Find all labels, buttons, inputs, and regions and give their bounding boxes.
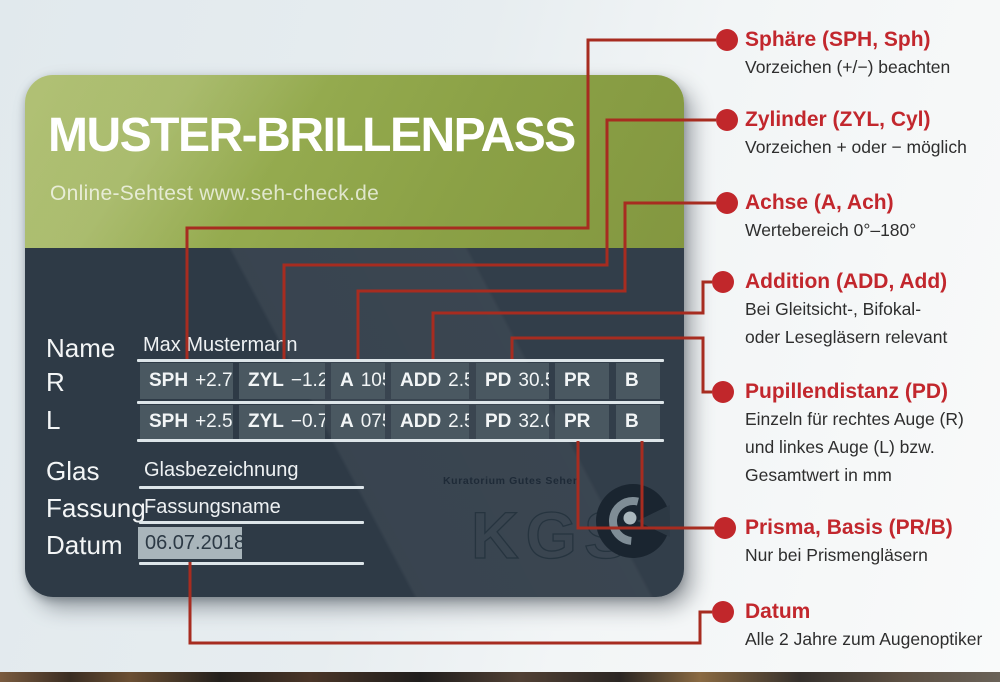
annotation-title: Zylinder (ZYL, Cyl) xyxy=(745,108,931,131)
cell-r-add: ADD 2.50 xyxy=(391,363,469,399)
cell-l-a: A 075 xyxy=(331,405,385,439)
cell-key: PR xyxy=(564,370,591,391)
label-datum: Datum xyxy=(46,530,123,560)
annotation-achse: Achse (A, Ach) Wertebereich 0°–180° xyxy=(745,190,995,244)
annotation-title: Prisma, Basis (PR/B) xyxy=(745,516,953,539)
cell-value: −0.75 xyxy=(290,411,325,432)
cell-l-sph: SPH +2.50 xyxy=(140,405,233,439)
annotation-title: Sphäre (SPH, Sph) xyxy=(745,28,931,51)
name-value: Max Mustermann xyxy=(143,334,298,356)
cell-value: 105 xyxy=(360,370,385,391)
bottom-photo-strip xyxy=(0,672,1000,682)
annotation-line: Wertebereich 0°–180° xyxy=(745,220,917,240)
annotation-title: Datum xyxy=(745,600,811,623)
cell-l-pd: PD 32.0 xyxy=(476,405,549,439)
label-left-eye: L xyxy=(46,405,61,435)
cell-key: PD xyxy=(485,411,512,432)
cell-key: ZYL xyxy=(248,370,284,391)
cell-value: 075 xyxy=(360,411,385,432)
cell-key: ADD xyxy=(400,370,442,391)
cell-key: A xyxy=(340,411,354,432)
label-right-eye: R xyxy=(46,367,65,397)
fassung-underline xyxy=(139,521,364,524)
annotation-line: Bei Gleitsicht-, Bifokal- xyxy=(745,299,922,319)
bullet-zylinder-icon xyxy=(716,109,738,131)
glas-underline xyxy=(139,486,364,489)
annotation-line: oder Lesegläsern relevant xyxy=(745,327,948,347)
annotation-addition: Addition (ADD, Add) Bei Gleitsicht-, Bif… xyxy=(745,269,995,351)
cell-r-sph: SPH +2.75 xyxy=(140,363,233,399)
cell-r-b: B xyxy=(616,363,660,399)
card-header: MUSTER-BRILLENPASS Online-Sehtest www.se… xyxy=(25,75,684,248)
cell-l-add: ADD 2.50 xyxy=(391,405,469,439)
annotation-datum: Datum Alle 2 Jahre zum Augenoptiker xyxy=(745,599,995,653)
cell-value: 2.50 xyxy=(448,370,469,391)
brillenpass-card: MUSTER-BRILLENPASS Online-Sehtest www.se… xyxy=(25,75,684,597)
cell-r-zyl: ZYL −1.25 xyxy=(239,363,325,399)
annotation-line: und linkes Auge (L) bzw. xyxy=(745,437,935,457)
annotation-line: Vorzeichen + oder − möglich xyxy=(745,137,967,157)
glas-value: Glasbezeichnung xyxy=(144,459,299,481)
annotation-line: Einzeln für rechtes Auge (R) xyxy=(745,409,964,429)
fassung-value: Fassungsname xyxy=(144,496,281,518)
kgs-eye-icon xyxy=(596,484,670,558)
annotation-title: Pupillendistanz (PD) xyxy=(745,380,949,403)
cell-key: PD xyxy=(485,370,512,391)
cell-key: SPH xyxy=(149,411,189,432)
cell-key: B xyxy=(625,411,639,432)
cell-l-b: B xyxy=(616,405,660,439)
cell-value: 32.0 xyxy=(518,411,549,432)
table-row-right: SPH +2.75 ZYL −1.25 A 105 ADD 2.50 PD 30.5 PR… xyxy=(140,363,684,399)
cell-value: +2.50 xyxy=(195,411,233,432)
bullet-datum-icon xyxy=(712,601,734,623)
table-rule-middle xyxy=(137,401,664,404)
annotation-pupillendistanz: Pupillendistanz (PD) Einzeln für rechtes… xyxy=(745,379,995,489)
annotation-line: Gesamtwert in mm xyxy=(745,465,892,485)
cell-r-pd: PD 30.5 xyxy=(476,363,549,399)
annotation-prisma: Prisma, Basis (PR/B) Nur bei Prismengläs… xyxy=(745,515,995,569)
bullet-addition-icon xyxy=(712,271,734,293)
cell-key: B xyxy=(625,370,639,391)
label-glas: Glas xyxy=(46,456,100,486)
bullet-prisma-icon xyxy=(714,517,736,539)
kgs-logo: Kuratorium Gutes Sehen KGS xyxy=(443,475,670,573)
cell-key: ZYL xyxy=(248,411,284,432)
annotation-title: Achse (A, Ach) xyxy=(745,191,894,214)
cell-key: A xyxy=(340,370,354,391)
cell-l-pr: PR xyxy=(555,405,609,439)
table-row-left: SPH +2.50 ZYL −0.75 A 075 ADD 2.50 PD 32.0 PR… xyxy=(140,405,684,439)
cell-value: 30.5 xyxy=(518,370,549,391)
annotation-title: Addition (ADD, Add) xyxy=(745,270,948,293)
annotation-zylinder: Zylinder (ZYL, Cyl) Vorzeichen + oder − … xyxy=(745,107,995,161)
cell-r-pr: PR xyxy=(555,363,609,399)
cell-key: SPH xyxy=(149,370,189,391)
annotation-sphere: Sphäre (SPH, Sph) Vorzeichen (+/−) beach… xyxy=(745,27,995,81)
datum-underline xyxy=(139,562,364,565)
cell-l-zyl: ZYL −0.75 xyxy=(239,405,325,439)
annotation-line: Vorzeichen (+/−) beachten xyxy=(745,57,951,77)
cell-value: +2.75 xyxy=(195,370,233,391)
cell-r-a: A 105 xyxy=(331,363,385,399)
datum-value-box: 06.07.2018 xyxy=(138,527,245,559)
table-rule-bottom xyxy=(137,439,664,442)
bullet-sphere-icon xyxy=(716,29,738,51)
cell-value: 2.50 xyxy=(448,411,469,432)
cell-key: PR xyxy=(564,411,591,432)
label-fassung: Fassung xyxy=(46,493,146,523)
card-subtitle: Online-Sehtest www.seh-check.de xyxy=(50,182,380,205)
bullet-achse-icon xyxy=(716,192,738,214)
cell-value: −1.25 xyxy=(290,370,325,391)
card-title: MUSTER-BRILLENPASS xyxy=(48,109,576,162)
cell-key: ADD xyxy=(400,411,442,432)
bullet-pd-icon xyxy=(712,381,734,403)
table-rule-top xyxy=(137,359,664,362)
annotation-line: Alle 2 Jahre zum Augenoptiker xyxy=(745,629,983,649)
label-name: Name xyxy=(46,333,116,363)
annotation-line: Nur bei Prismengläsern xyxy=(745,545,928,565)
kgs-caption: Kuratorium Gutes Sehen xyxy=(443,475,580,487)
